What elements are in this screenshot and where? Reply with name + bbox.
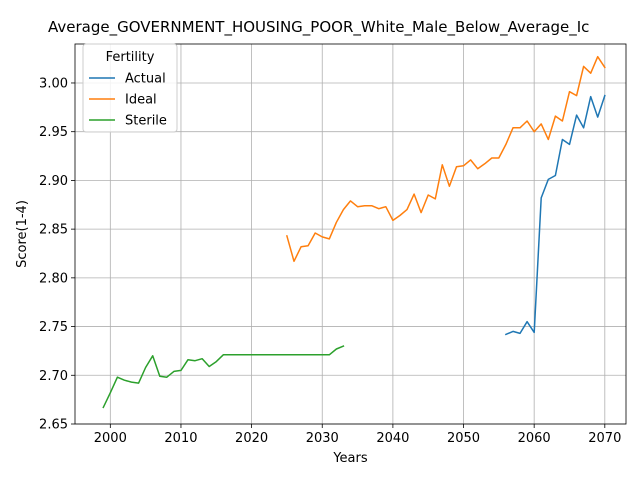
- y-tick-label: 2.75: [39, 320, 68, 335]
- x-tick-label: 2020: [235, 431, 268, 446]
- chart-title: Average_GOVERNMENT_HOUSING_POOR_White_Ma…: [48, 18, 589, 37]
- x-axis: 2000 2010 2020 2030 2040 2050 2060 2070: [94, 424, 621, 446]
- y-tick-label: 2.95: [39, 125, 68, 140]
- legend: Fertility Actual Ideal Sterile: [82, 43, 178, 133]
- x-tick-label: 2070: [588, 431, 621, 446]
- x-tick-label: 2000: [94, 431, 127, 446]
- y-tick-label: 2.65: [39, 418, 68, 433]
- legend-label-ideal: Ideal: [125, 93, 157, 108]
- x-tick-label: 2030: [306, 431, 339, 446]
- x-tick-label: 2050: [447, 431, 480, 446]
- legend-title: Fertility: [106, 50, 155, 65]
- y-tick-label: 2.70: [39, 369, 68, 384]
- legend-box: [82, 43, 178, 133]
- y-axis-label: Score(1-4): [15, 200, 30, 268]
- y-tick-label: 2.80: [39, 271, 68, 286]
- x-tick-label: 2040: [376, 431, 409, 446]
- y-axis: 2.65 2.70 2.75 2.80 2.85 2.90 2.95 3.00: [39, 76, 75, 433]
- grid: [75, 44, 626, 425]
- plot-frame: [74, 43, 627, 425]
- series-line-ideal: [285, 55, 606, 263]
- y-tick-label: 3.00: [39, 76, 68, 91]
- y-tick-label: 2.85: [39, 223, 68, 238]
- series-line-actual: [504, 94, 606, 336]
- x-tick-label: 2010: [164, 431, 197, 446]
- legend-label-actual: Actual: [125, 72, 166, 87]
- series-layer: [102, 55, 606, 409]
- legend-label-sterile: Sterile: [125, 114, 167, 129]
- x-axis-label: Years: [332, 451, 368, 466]
- series-line-sterile: [102, 345, 345, 409]
- y-tick-label: 2.90: [39, 174, 68, 189]
- x-tick-label: 2060: [518, 431, 551, 446]
- legend-items: Actual Ideal Sterile: [89, 72, 167, 129]
